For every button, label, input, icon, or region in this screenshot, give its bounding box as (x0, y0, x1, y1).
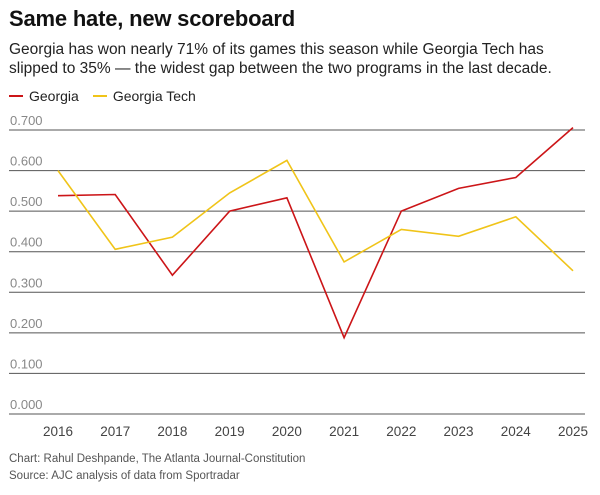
series-line-georgia (57, 126, 574, 340)
x-tick-label: 2022 (386, 424, 416, 439)
x-tick-label: 2017 (100, 424, 130, 439)
legend-swatch-georgia-tech (92, 95, 107, 97)
legend-label-georgia: Georgia (29, 88, 79, 104)
y-tick-label: 0.000 (10, 397, 43, 412)
x-tick-label: 2018 (157, 424, 187, 439)
y-tick-label: 0.400 (10, 235, 43, 250)
x-tick-label: 2019 (215, 424, 245, 439)
legend-item-georgia: Georgia (9, 88, 79, 104)
x-tick-label: 2023 (444, 424, 474, 439)
y-tick-label: 0.300 (10, 275, 43, 290)
x-tick-label: 2021 (329, 424, 359, 439)
y-tick-label: 0.700 (10, 113, 43, 128)
y-tick-label: 0.500 (10, 194, 43, 209)
y-tick-label: 0.600 (10, 154, 43, 169)
x-tick-label: 2016 (43, 424, 73, 439)
chart-title: Same hate, new scoreboard (9, 6, 295, 31)
series-line-georgia-tech (57, 159, 574, 272)
chart-subtitle: Georgia has won nearly 71% of its games … (9, 41, 552, 77)
y-tick-label: 0.200 (10, 316, 43, 331)
chart-source: Source: AJC analysis of data from Sportr… (9, 470, 240, 482)
x-tick-label: 2024 (501, 424, 532, 439)
legend-swatch-georgia (9, 95, 23, 97)
legend: Georgia Georgia Tech (9, 88, 210, 104)
chart-credit: Chart: Rahul Deshpande, The Atlanta Jour… (9, 453, 306, 465)
y-tick-label: 0.100 (10, 356, 43, 371)
legend-item-georgia-tech: Georgia Tech (92, 88, 196, 104)
x-tick-label: 2025 (558, 424, 588, 439)
x-tick-label: 2020 (272, 424, 302, 439)
legend-label-georgia-tech: Georgia Tech (112, 88, 196, 104)
